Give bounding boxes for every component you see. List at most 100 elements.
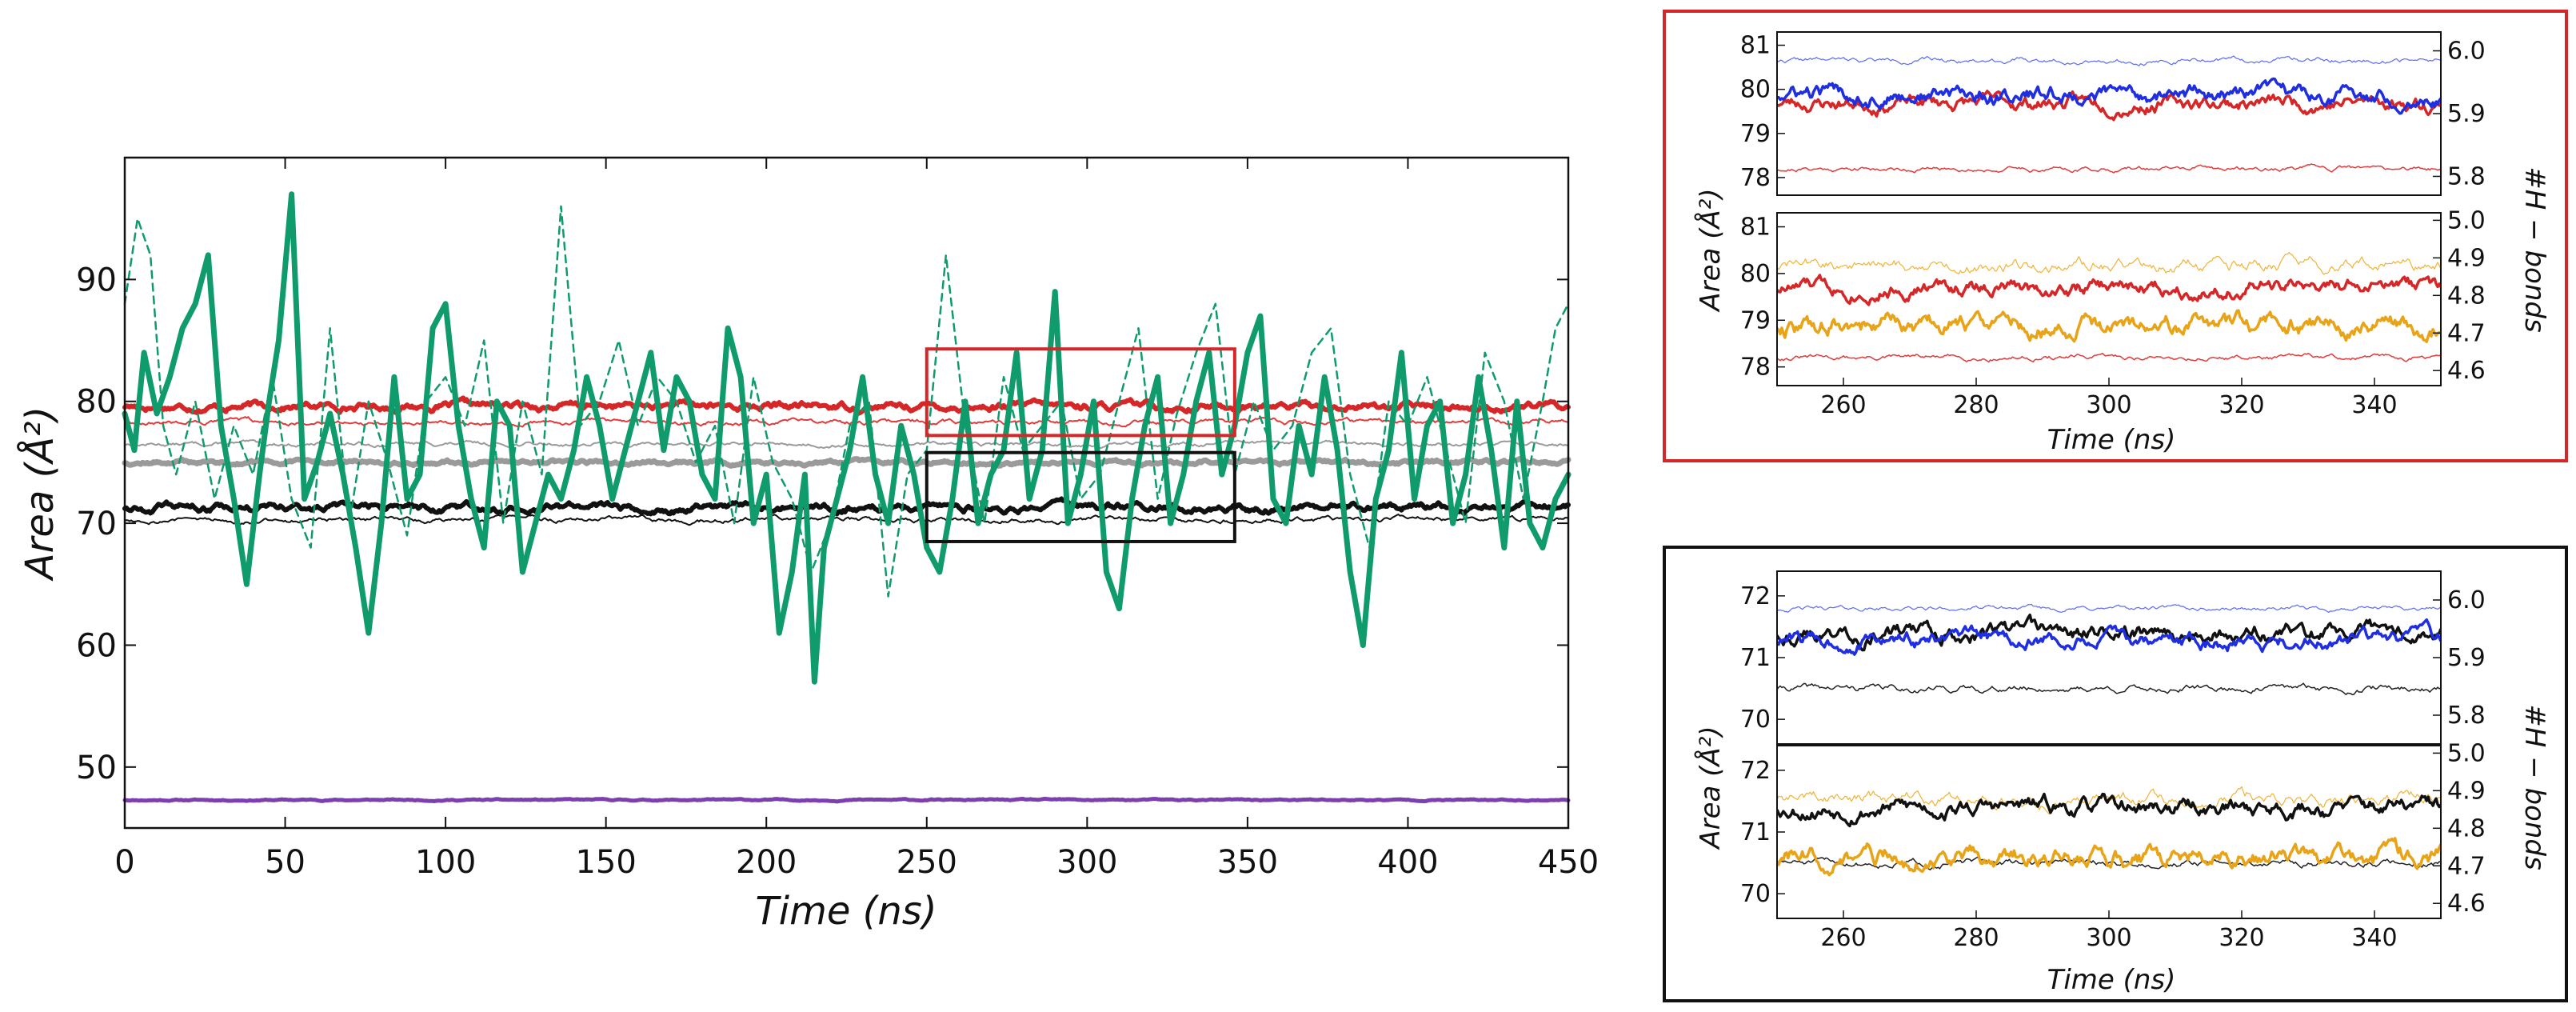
red-top-series-blue-thick (1777, 77, 2441, 115)
inset-y-tick-label: 81 (1740, 214, 1771, 242)
inset-x-tick-label: 320 (2219, 924, 2264, 952)
inset-y2-tick-label: 4.7 (2447, 319, 2486, 347)
main-x-tick-label: 350 (1217, 844, 1278, 881)
inset-y2-tick-label: 5.9 (2447, 644, 2486, 672)
inset-y-tick-label: 70 (1740, 880, 1771, 908)
red-top-series-red-thin (1777, 163, 2441, 174)
red-top-series-red-thick (1777, 90, 2441, 122)
red-zoom-box (925, 347, 1236, 438)
red-bottom-series-orange-thick (1777, 309, 2441, 343)
inset-y-tick-label: 78 (1740, 354, 1771, 382)
inset-y-tick-label: 79 (1740, 120, 1771, 148)
inset-x-tick-label: 320 (2219, 391, 2264, 419)
main-x-tick-label: 150 (575, 844, 636, 881)
black-inset-top-panel: 70 71 72 5.8 5.9 6.0 (1740, 570, 2486, 745)
main-x-ticks: 0 50 100 150 200 250 300 350 400 450 (114, 158, 1599, 881)
main-y-tick-label: 70 (76, 506, 117, 542)
black-inset-bottom-panel: 70 71 72 4.6 4.7 4.8 4.9 5.0 260 280 300 320 340 (1740, 739, 2486, 952)
main-x-tick-label: 50 (265, 844, 306, 881)
black-inset: 70 71 72 5.8 5.9 6.0 70 71 72 4.6 4.7 4.8 4.9 5.0 260… (1663, 546, 2568, 1002)
main-plot-frame (123, 156, 1570, 830)
inset-y2-tick-label: 4.9 (2447, 777, 2486, 805)
black-inset-x-axis-label: Time (ns) (2047, 964, 2176, 996)
red-bottom-series-red-thin (1777, 352, 2441, 363)
main-x-tick-label: 250 (897, 844, 957, 881)
main-series-green-thick (122, 191, 1572, 685)
inset-y-tick-label: 72 (1740, 582, 1771, 610)
red-top-series (1777, 55, 2441, 174)
red-inset-x-axis-label: Time (ns) (2047, 424, 2176, 456)
inset-y-tick-label: 79 (1740, 306, 1771, 334)
red-inset-top-panel: 78 79 80 81 5.8 5.9 6.0 (1740, 31, 2486, 196)
black-bottom-series-orange-thick (1777, 837, 2441, 877)
black-bottom-series (1777, 786, 2441, 877)
inset-y2-tick-label: 4.6 (2447, 357, 2486, 385)
inset-y2-tick-label: 5.8 (2447, 162, 2486, 190)
main-y-tick-label: 50 (76, 750, 117, 786)
red-bottom-series-red-thick (1777, 274, 2441, 306)
main-plot-area (125, 158, 1568, 828)
black-top-series-black-thick (1777, 613, 2441, 652)
inset-y2-tick-label: 6.0 (2447, 586, 2486, 614)
red-top-series-blue-thin (1777, 55, 2441, 66)
inset-y-tick-label: 72 (1740, 757, 1771, 785)
main-y-tick-label: 90 (76, 262, 117, 298)
inset-y2-tick-label: 4.6 (2447, 890, 2486, 918)
red-inset-bottom-panel: 78 79 80 81 4.6 4.7 4.8 4.9 5.0 260 280 300 320 340 (1740, 206, 2486, 419)
main-x-tick-label: 200 (736, 844, 797, 881)
inset-y-tick-label: 71 (1740, 818, 1771, 846)
main-y-tick-label: 80 (76, 384, 117, 421)
main-y-axis-label: Area (Å²) (17, 406, 62, 582)
inset-x-tick-label: 300 (2086, 924, 2131, 952)
inset-x-tick-label: 300 (2086, 391, 2131, 419)
main-series-black-thick (122, 496, 1571, 517)
main-chart: 0 50 100 150 200 250 300 350 400 450 50 60 70 80 90 T… (17, 156, 1599, 934)
main-series-black-thin (124, 514, 1569, 526)
black-bottom-series-black-thick (1777, 792, 2441, 828)
red-inset-y2-axis-label: #H − bonds (2518, 166, 2550, 332)
inset-y-tick-label: 71 (1740, 644, 1771, 672)
inset-x-tick-label: 340 (2351, 924, 2397, 952)
inset-y2-tick-label: 4.9 (2447, 244, 2486, 272)
inset-x-tick-label: 260 (1820, 924, 1866, 952)
main-y-ticks: 50 60 70 80 90 (76, 262, 1568, 786)
black-inset-y2-axis-label: #H − bonds (2518, 704, 2550, 870)
inset-y2-tick-label: 5.8 (2447, 702, 2486, 730)
black-top-series-black-thin (1777, 682, 2441, 696)
main-x-axis-label: Time (ns) (755, 889, 937, 934)
black-inset-y-axis-label: Area (Å²) (1694, 726, 1727, 850)
main-series-purple-thick (122, 796, 1571, 804)
main-y-tick-label: 60 (76, 627, 117, 664)
main-zoom-boxes (925, 347, 1236, 543)
main-x-tick-label: 300 (1056, 844, 1117, 881)
inset-y2-tick-label: 6.0 (2447, 38, 2486, 66)
inset-y2-tick-label: 5.0 (2447, 206, 2486, 234)
main-x-tick-label: 100 (415, 844, 476, 881)
red-inset-y-axis-label: Area (Å²) (1694, 188, 1727, 312)
black-top-series-blue-thin (1777, 603, 2441, 613)
inset-y-tick-label: 80 (1740, 76, 1771, 104)
inset-y2-tick-label: 4.8 (2447, 282, 2486, 310)
black-top-series (1777, 603, 2441, 696)
inset-y-tick-label: 78 (1740, 164, 1771, 192)
main-x-tick-label: 450 (1538, 844, 1599, 881)
red-bottom-series (1777, 251, 2441, 363)
inset-y2-tick-label: 5.0 (2447, 739, 2486, 767)
main-series-group (122, 191, 1572, 804)
black-inset-frame (1663, 546, 2568, 1002)
inset-y2-tick-label: 5.9 (2447, 100, 2486, 128)
inset-y2-tick-label: 4.7 (2447, 852, 2486, 880)
inset-x-tick-label: 280 (1953, 391, 1999, 419)
black-zoom-box (925, 450, 1236, 543)
inset-x-tick-label: 340 (2351, 391, 2397, 419)
red-bottom-series-orange-thin (1777, 251, 2441, 275)
inset-x-tick-label: 260 (1820, 391, 1866, 419)
inset-y2-tick-label: 4.8 (2447, 814, 2486, 842)
black-top-series-blue-thick (1777, 618, 2441, 656)
inset-y-tick-label: 70 (1740, 706, 1771, 734)
main-x-tick-label: 400 (1377, 844, 1438, 881)
black-bottom-series-black-thin (1777, 856, 2441, 870)
inset-y-tick-label: 80 (1740, 260, 1771, 288)
inset-x-tick-label: 280 (1953, 924, 1999, 952)
